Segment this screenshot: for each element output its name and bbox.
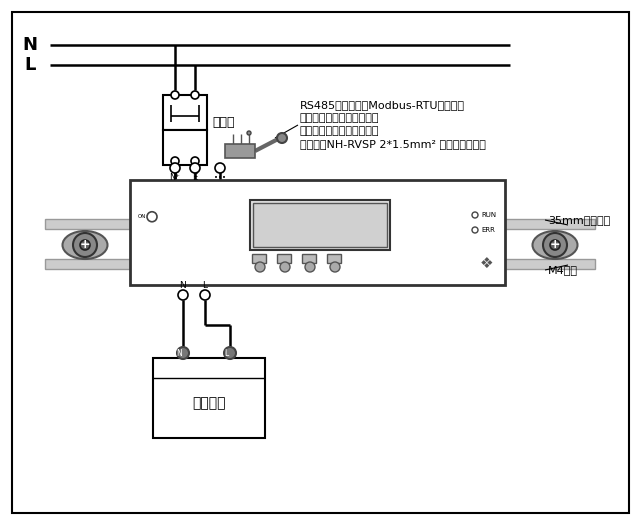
Circle shape (200, 290, 210, 300)
Circle shape (80, 240, 90, 250)
Text: L: L (24, 56, 36, 74)
Circle shape (177, 347, 189, 359)
Text: RS485通信接口，Modbus-RTU通信协议: RS485通信接口，Modbus-RTU通信协议 (300, 100, 465, 110)
Circle shape (472, 212, 478, 218)
Circle shape (277, 133, 287, 143)
Text: •••: ••• (214, 175, 226, 181)
Text: ❖: ❖ (480, 256, 494, 270)
Circle shape (190, 163, 200, 173)
Circle shape (191, 157, 199, 165)
Bar (277, 254, 291, 263)
Bar (163, 130, 207, 165)
Text: ERR: ERR (481, 227, 495, 233)
Text: +: + (550, 238, 560, 251)
Circle shape (171, 157, 179, 165)
Circle shape (543, 233, 567, 257)
Ellipse shape (63, 231, 108, 259)
Text: 建议使用NH-RVSP 2*1.5mm² 屏蔽双绞线连接: 建议使用NH-RVSP 2*1.5mm² 屏蔽双绞线连接 (300, 139, 486, 149)
Text: N: N (22, 36, 38, 54)
Circle shape (472, 227, 478, 233)
Circle shape (215, 163, 225, 173)
Circle shape (305, 262, 315, 272)
Circle shape (171, 91, 179, 99)
Text: E: E (192, 173, 197, 183)
Circle shape (224, 347, 236, 359)
Bar (163, 95, 207, 130)
Text: N: N (179, 280, 187, 289)
Circle shape (280, 262, 290, 272)
Circle shape (330, 262, 340, 272)
Text: M4螺母: M4螺母 (548, 265, 578, 275)
Circle shape (550, 240, 560, 250)
Text: RUN: RUN (481, 212, 496, 218)
Circle shape (191, 91, 199, 99)
Circle shape (170, 163, 180, 173)
Bar (225, 144, 255, 158)
Text: ON: ON (138, 214, 146, 219)
Bar (153, 358, 265, 438)
Bar (327, 254, 341, 263)
Text: 35mm标准导轨: 35mm标准导轨 (548, 215, 610, 225)
Circle shape (73, 233, 97, 257)
Text: +: + (79, 238, 90, 251)
Text: L: L (203, 280, 208, 289)
Bar (250, 200, 390, 250)
Bar (302, 254, 316, 263)
Text: 用电设备: 用电设备 (192, 396, 226, 410)
Ellipse shape (533, 231, 578, 259)
Bar (45, 219, 595, 229)
Bar (130, 180, 505, 285)
Text: （可选配无极性总线通信，: （可选配无极性总线通信， (300, 113, 379, 123)
Circle shape (247, 131, 251, 135)
Bar (252, 254, 266, 263)
Circle shape (255, 262, 265, 272)
Text: N⁺: N⁺ (170, 173, 180, 183)
Text: 断路器: 断路器 (212, 117, 235, 130)
Bar (45, 259, 595, 269)
Circle shape (147, 212, 157, 222)
Text: L: L (224, 349, 228, 358)
Text: 连接至电气火灾监控设备）: 连接至电气火灾监控设备） (300, 126, 379, 136)
Circle shape (178, 290, 188, 300)
Text: N: N (176, 349, 182, 358)
Bar (253, 203, 387, 247)
